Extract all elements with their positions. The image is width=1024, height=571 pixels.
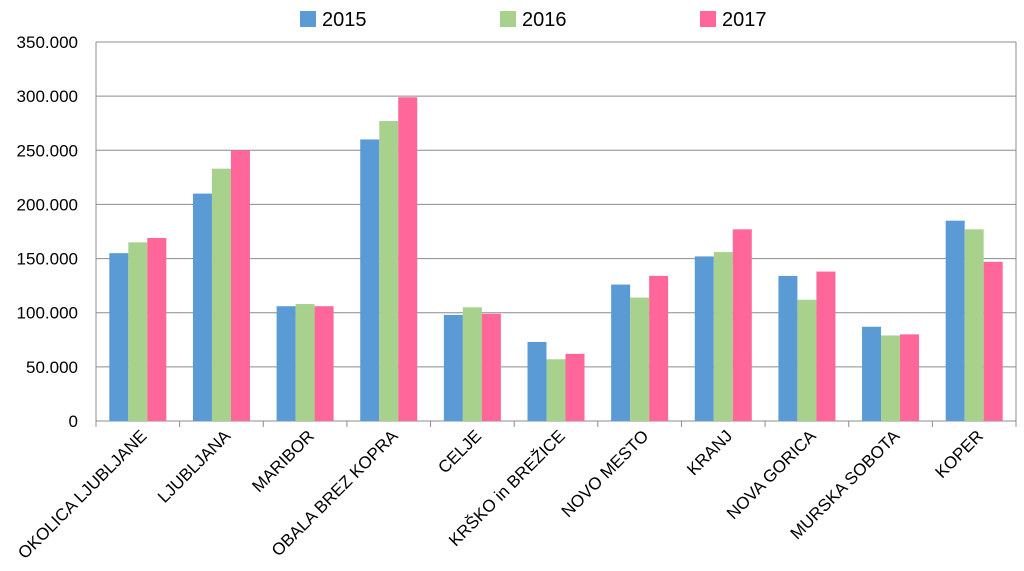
x-category-label: KOPER xyxy=(931,426,987,482)
bar-2016 xyxy=(797,299,817,421)
bar-2015 xyxy=(945,220,965,421)
y-tick-label: 0 xyxy=(69,412,78,431)
x-category-label: KRANJ xyxy=(683,426,736,479)
bar-2017 xyxy=(398,97,418,422)
bar-2016 xyxy=(881,335,901,421)
x-category-label: NOVA GORICA xyxy=(723,426,820,523)
x-category-label: NOVO MESTO xyxy=(558,426,653,521)
bar-2016 xyxy=(630,297,650,421)
bar-2016 xyxy=(211,168,231,421)
x-category-label: LJUBLJANA xyxy=(154,426,235,507)
x-category-label: CELJE xyxy=(434,426,485,477)
bar-2015 xyxy=(694,256,714,421)
x-category-label: OKOLICA LJUBLJANE xyxy=(14,426,150,562)
bar-2016 xyxy=(462,307,482,421)
bar-2017 xyxy=(481,313,501,421)
bar-2017 xyxy=(147,237,167,421)
bar-2015 xyxy=(109,253,129,421)
y-tick-label: 100.000 xyxy=(17,304,78,323)
bar-2017 xyxy=(649,275,669,421)
bar-2015 xyxy=(360,139,380,421)
bar-2015 xyxy=(611,284,631,421)
bar-2015 xyxy=(527,341,547,421)
bar-2017 xyxy=(983,261,1003,421)
legend-label-2015: 2015 xyxy=(322,9,367,31)
bar-2017 xyxy=(565,353,585,421)
legend-swatch-2016 xyxy=(500,11,516,27)
legend-swatch-2017 xyxy=(700,11,716,27)
legend-label-2016: 2016 xyxy=(522,9,567,31)
bar-2016 xyxy=(295,304,315,421)
bar-2017 xyxy=(732,229,752,421)
legend-label-2017: 2017 xyxy=(722,9,767,31)
y-tick-label: 250.000 xyxy=(17,141,78,160)
bar-2016 xyxy=(128,242,148,421)
bar-2015 xyxy=(778,275,798,421)
bar-2017 xyxy=(230,150,250,422)
x-category-label: MARIBOR xyxy=(248,426,318,496)
bar-2015 xyxy=(192,193,212,421)
y-tick-label: 300.000 xyxy=(17,87,78,106)
y-tick-label: 350.000 xyxy=(17,33,78,52)
bar-2017 xyxy=(816,271,836,421)
bar-2016 xyxy=(713,252,733,421)
legend-swatch-2015 xyxy=(300,11,316,27)
bar-2015 xyxy=(443,314,463,421)
bar-2016 xyxy=(379,121,399,421)
bar-2017 xyxy=(900,334,920,421)
bar-2016 xyxy=(546,359,566,421)
bar-2015 xyxy=(862,326,882,421)
y-tick-label: 50.000 xyxy=(26,358,78,377)
y-tick-label: 150.000 xyxy=(17,250,78,269)
bar-2017 xyxy=(314,306,334,421)
bar-2016 xyxy=(964,229,984,421)
bar-2015 xyxy=(276,306,296,421)
y-tick-label: 200.000 xyxy=(17,195,78,214)
